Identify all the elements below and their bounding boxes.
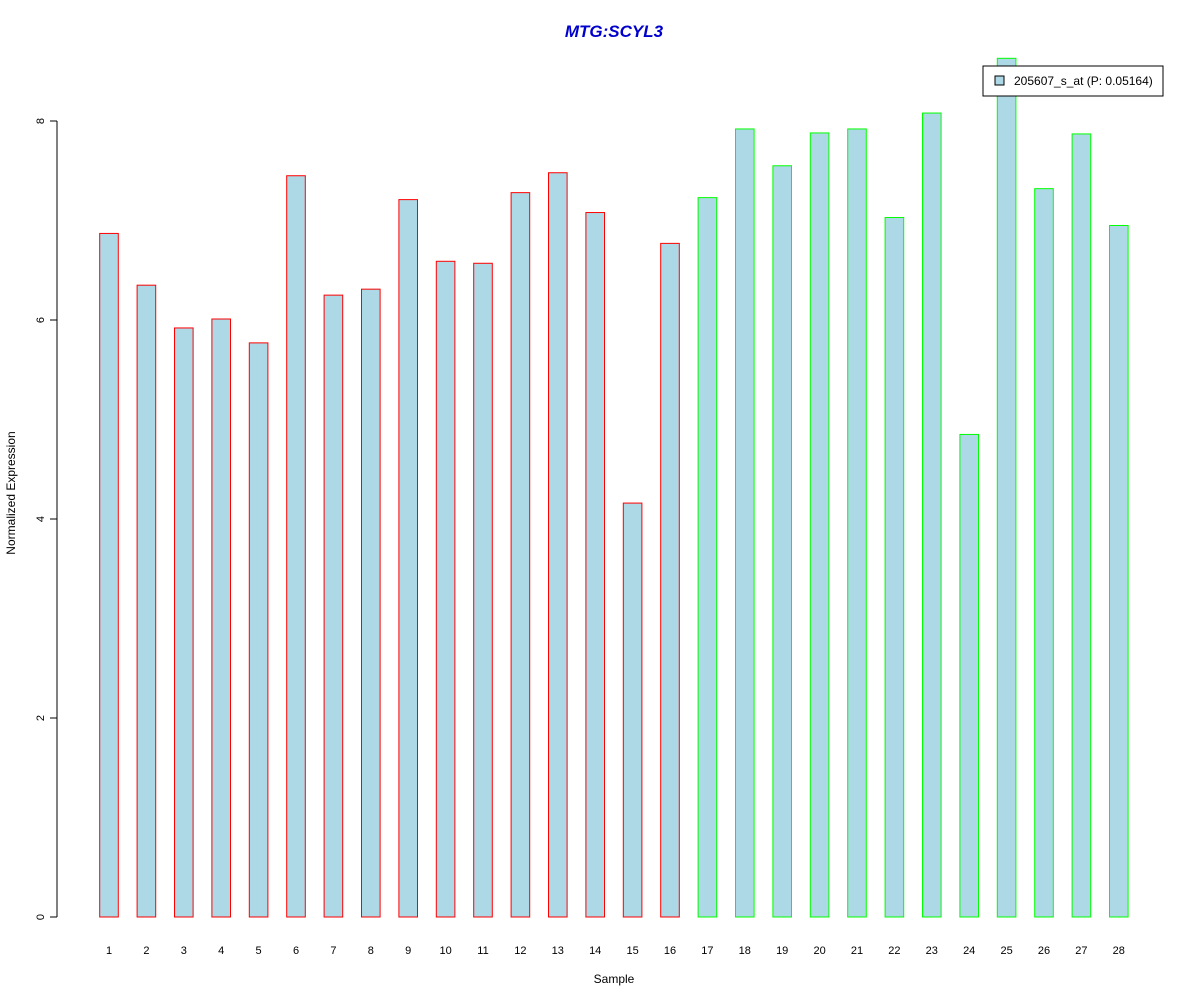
bar-sample-27 [1071,133,1092,918]
x-tick-label: 28 [1113,945,1125,957]
bar-sample-18 [735,128,755,918]
bar-sample-21 [847,128,867,918]
bar-sample-11 [473,262,493,918]
bar-sample-13 [548,172,568,918]
bar-sample-15 [622,502,643,918]
bar-sample-1 [99,232,119,918]
bar-sample-9 [398,199,418,918]
x-tick-label: 15 [626,945,638,957]
bar-sample-2 [136,284,157,918]
bar-sample-17 [697,197,718,918]
x-tick-label: 13 [552,945,564,957]
y-tick-label: 2 [35,715,47,721]
y-axis-label: Normalized Expression [4,431,18,554]
legend: 205607_s_at (P: 0.05164) [982,65,1164,97]
y-tick-label: 8 [35,118,47,124]
legend-swatch [994,75,1005,86]
bar-sample-5 [248,342,269,918]
x-tick-label: 21 [851,945,863,957]
x-tick-label: 6 [293,945,299,957]
bar-sample-4 [211,318,231,918]
y-tick-label: 6 [35,317,47,323]
x-tick-label: 24 [963,945,975,957]
x-tick-label: 27 [1075,945,1087,957]
bar-sample-28 [1109,224,1129,918]
bar-sample-10 [435,260,456,918]
bar-sample-19 [772,165,793,918]
x-tick-label: 12 [514,945,526,957]
x-tick-label: 23 [926,945,938,957]
bars [99,57,1129,918]
bar-sample-3 [174,327,194,918]
x-tick-label: 18 [739,945,751,957]
bar-sample-6 [286,175,306,918]
x-tick-label: 8 [368,945,374,957]
x-tick-label: 5 [256,945,262,957]
y-tick-label: 4 [35,516,47,522]
x-axis-label: Sample [594,972,635,986]
x-tick-label: 2 [143,945,149,957]
bar-sample-26 [1034,188,1054,918]
bar-sample-14 [585,212,606,918]
bar-sample-12 [510,192,531,918]
x-tick-label: 17 [701,945,713,957]
x-tick-label: 20 [813,945,825,957]
chart-title: MTG:SCYL3 [565,22,664,41]
legend-box [982,65,1164,97]
bar-sample-8 [361,288,381,918]
x-tick-label: 25 [1000,945,1012,957]
x-tick-label: 7 [330,945,336,957]
x-tick-label: 26 [1038,945,1050,957]
x-tick-label: 22 [888,945,900,957]
x-tick-label: 10 [439,945,451,957]
x-tick-label: 4 [218,945,224,957]
x-tick-label: 1 [106,945,112,957]
x-axis-ticks: 1 2 3 4 5 6 7 8 9 10 11 12 13 14 15 16 17 18 19 20 21 22 23 24 2… [106,945,1125,957]
x-tick-label: 16 [664,945,676,957]
x-tick-label: 9 [405,945,411,957]
x-tick-label: 11 [477,945,488,957]
x-tick-label: 14 [589,945,601,957]
bar-sample-16 [660,242,680,918]
bar-sample-20 [809,132,830,918]
y-tick-label: 0 [35,914,47,920]
legend-label: 205607_s_at (P: 0.05164) [1014,74,1153,88]
bar-sample-22 [884,217,905,918]
bar-sample-23 [922,112,942,918]
x-tick-label: 3 [181,945,187,957]
bar-sample-25 [996,57,1017,918]
bar-sample-24 [959,433,980,918]
bar-sample-7 [323,294,344,918]
y-axis: 0 2 4 6 8 [35,118,58,920]
x-tick-label: 19 [776,945,788,957]
